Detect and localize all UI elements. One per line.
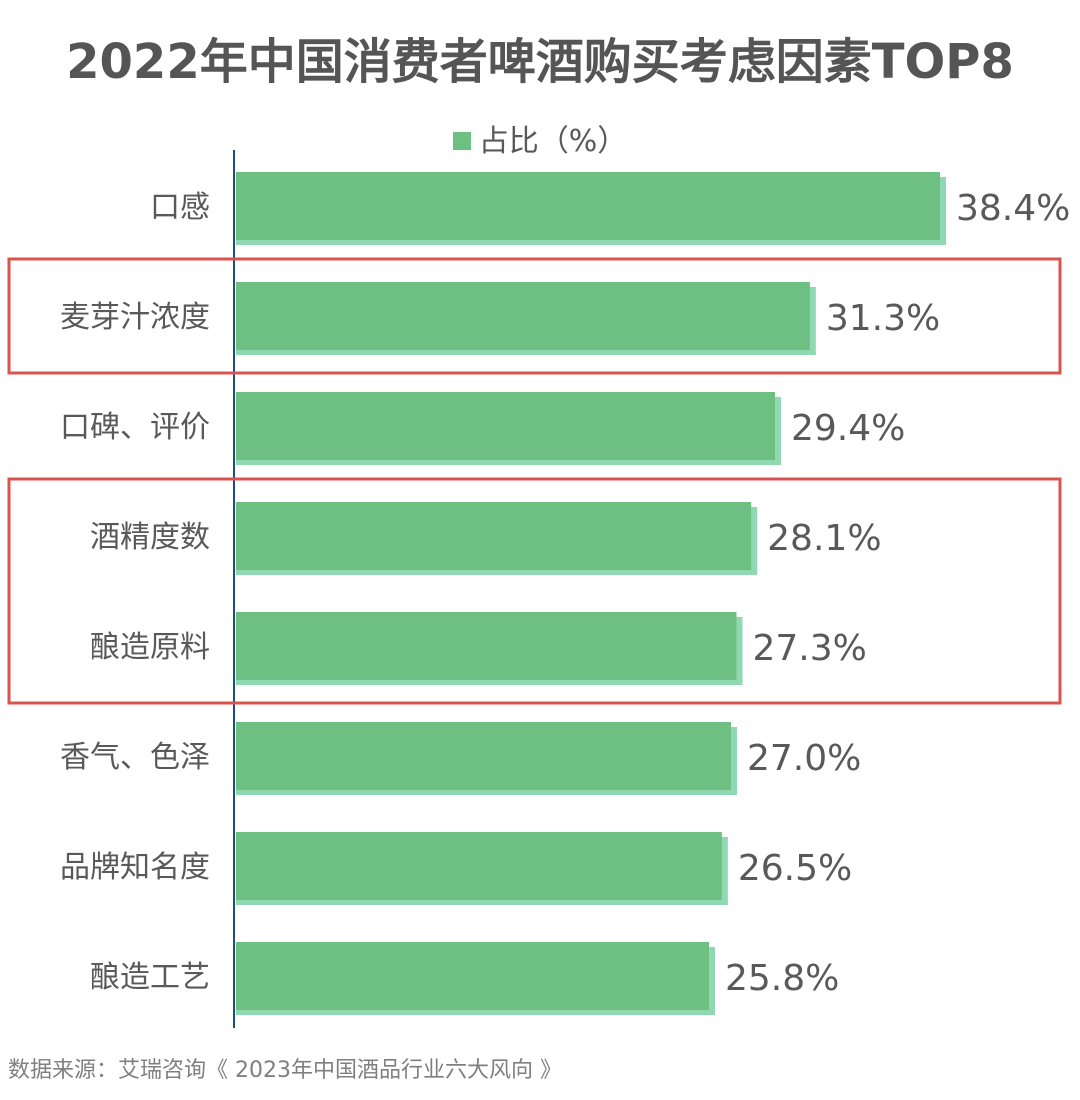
category-label: 口碑、评价 [60,410,210,445]
source-note: 数据来源：艾瑞咨询《 2023年中国酒品行业六大风向 》 [8,1058,562,1083]
category-label: 香气、色泽 [60,740,210,775]
bar [236,612,737,680]
category-label: 酿造工艺 [90,960,210,995]
value-label: 29.4% [791,408,905,449]
legend-swatch [452,132,471,150]
category-label: 麦芽汁浓度 [60,300,210,335]
category-label: 口感 [150,190,210,225]
category-label: 酿造原料 [90,630,210,665]
value-label: 31.3% [826,298,940,339]
value-label: 27.3% [753,628,867,669]
value-label: 27.0% [747,738,861,779]
highlight-box [7,477,1062,705]
bar [236,282,810,350]
bar [236,722,731,790]
value-label: 28.1% [767,518,881,559]
chart-title: 2022年中国消费者啤酒购买考虑因素TOP8 [66,34,1014,90]
legend: 占比（%） [0,116,1080,160]
highlight-box [7,257,1062,375]
bar [236,502,752,570]
bar [236,392,775,460]
bar [236,942,709,1010]
bar [236,832,722,900]
category-label: 品牌知名度 [60,850,210,885]
category-label: 酒精度数 [90,520,210,555]
bar [236,172,940,240]
value-label: 38.4% [956,188,1070,229]
value-label: 25.8% [725,958,839,999]
value-label: 26.5% [738,848,852,889]
legend-label: 占比（%） [478,124,628,159]
